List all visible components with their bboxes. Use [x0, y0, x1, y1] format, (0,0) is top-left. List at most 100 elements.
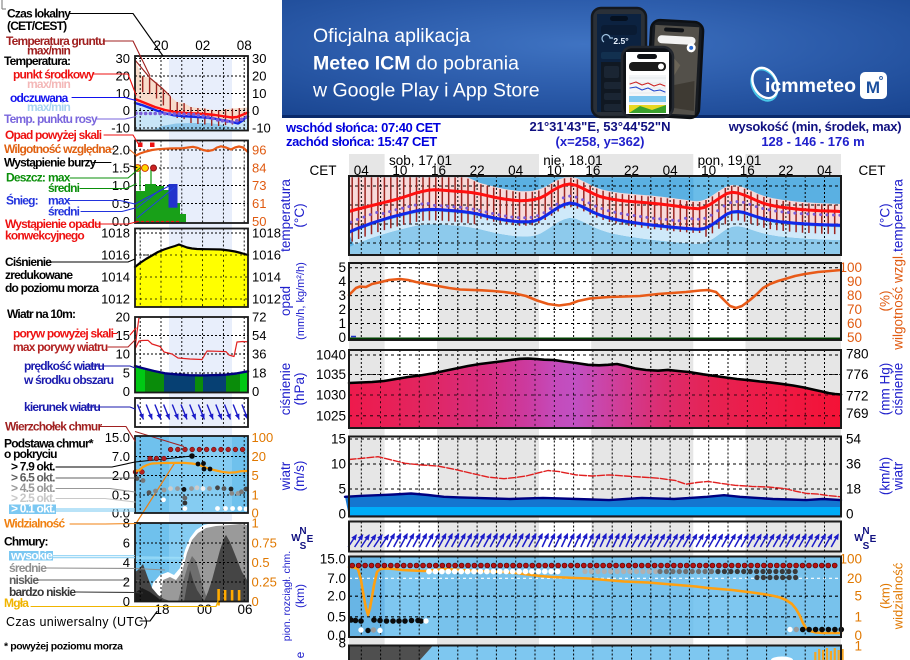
- svg-text:96: 96: [252, 143, 266, 158]
- svg-text:Deszcz:: Deszcz:: [6, 171, 45, 185]
- svg-text:1040: 1040: [316, 348, 346, 363]
- svg-text:ciśnienie: ciśnienie: [891, 363, 906, 416]
- svg-text:w środku obszaru: w środku obszaru: [23, 373, 114, 387]
- svg-text:08: 08: [237, 38, 252, 53]
- svg-text:2: 2: [338, 302, 346, 317]
- svg-text:18: 18: [846, 482, 861, 497]
- svg-text:18: 18: [252, 366, 266, 381]
- svg-text:Temperatura gruntu: Temperatura gruntu: [6, 34, 105, 48]
- svg-text:max/min: max/min: [27, 100, 71, 114]
- svg-text:1: 1: [854, 609, 862, 624]
- svg-text:772: 772: [846, 389, 869, 404]
- svg-text:0: 0: [252, 384, 259, 399]
- svg-text:CET: CET: [859, 163, 886, 178]
- svg-text:100: 100: [839, 260, 862, 275]
- svg-text:0: 0: [252, 103, 259, 118]
- svg-text:2.0: 2.0: [327, 589, 346, 604]
- svg-text:> 0.1 okt.: > 0.1 okt.: [11, 502, 55, 516]
- svg-text:(mm/h, kg/m²/h): (mm/h, kg/m²/h): [295, 262, 307, 340]
- svg-text:04: 04: [354, 163, 370, 178]
- svg-text:max/min: max/min: [27, 44, 71, 58]
- svg-text:(mm Hg): (mm Hg): [878, 363, 893, 416]
- svg-text:konwekcyjnego: konwekcyjnego: [5, 229, 84, 243]
- svg-text:06: 06: [237, 602, 252, 617]
- svg-text:Wiatr na 10m:: Wiatr na 10m:: [7, 307, 75, 321]
- svg-text:90: 90: [847, 274, 862, 289]
- svg-text:1: 1: [854, 639, 862, 654]
- svg-text:769: 769: [846, 406, 869, 421]
- svg-text:3: 3: [338, 288, 346, 303]
- svg-text:80: 80: [847, 288, 862, 303]
- svg-text:1.0: 1.0: [112, 178, 130, 193]
- svg-text:średni: średni: [48, 205, 80, 219]
- svg-text:> 2.5 okt.: > 2.5 okt.: [11, 491, 55, 505]
- svg-text:1: 1: [252, 516, 259, 531]
- svg-text:(m/s): (m/s): [292, 461, 307, 492]
- svg-text:> 7.9 okt.: > 7.9 okt.: [11, 460, 55, 474]
- svg-text:do poziomu morza: do poziomu morza: [5, 281, 99, 295]
- svg-text:5: 5: [338, 482, 346, 497]
- svg-text:16: 16: [740, 163, 755, 178]
- svg-text:1: 1: [338, 316, 346, 331]
- svg-text:opad: opad: [278, 286, 293, 316]
- svg-text:o pokryciu: o pokryciu: [4, 447, 57, 461]
- svg-text:0.0: 0.0: [112, 214, 130, 229]
- svg-text:16: 16: [431, 163, 446, 178]
- svg-text:30: 30: [116, 51, 130, 66]
- svg-text:nie, 18.01: nie, 18.01: [543, 153, 602, 168]
- svg-text:0: 0: [338, 507, 346, 522]
- svg-text:0: 0: [123, 384, 130, 399]
- svg-text:w Google Play i App Store: w Google Play i App Store: [312, 80, 540, 102]
- svg-text:icmmeteo: icmmeteo: [765, 75, 856, 97]
- svg-text:S: S: [863, 541, 870, 552]
- svg-text:0: 0: [338, 330, 346, 345]
- svg-text:5: 5: [252, 468, 259, 483]
- svg-text:4: 4: [123, 555, 130, 570]
- svg-text:E: E: [870, 534, 877, 545]
- svg-text:5: 5: [338, 260, 346, 275]
- svg-text:widzialność: widzialność: [891, 562, 906, 630]
- svg-text:pion. rozciągł. chm.: pion. rozciągł. chm.: [281, 551, 293, 641]
- svg-text:zredukowane: zredukowane: [5, 268, 73, 282]
- svg-text:N: N: [299, 526, 306, 537]
- svg-text:odczuwana: odczuwana: [10, 91, 69, 105]
- svg-text:max: max: [48, 171, 71, 185]
- svg-text:780: 780: [846, 347, 869, 362]
- svg-text:50: 50: [847, 330, 862, 345]
- svg-text:punkt środkowy: punkt środkowy: [13, 68, 95, 82]
- svg-text:Meteo ICM do pobrania: Meteo ICM do pobrania: [313, 53, 519, 75]
- svg-text:7.0: 7.0: [112, 449, 130, 464]
- svg-text:e: e: [293, 651, 307, 658]
- svg-text:1025: 1025: [316, 408, 346, 423]
- svg-text:1035: 1035: [316, 367, 346, 382]
- svg-text:Wystąpienie burzy: Wystąpienie burzy: [4, 156, 97, 170]
- svg-text:02: 02: [195, 38, 210, 53]
- svg-text:pon, 19.01: pon, 19.01: [698, 153, 762, 168]
- svg-text:(km): (km): [293, 584, 307, 608]
- svg-text:1018: 1018: [252, 226, 281, 241]
- svg-text:15: 15: [331, 432, 346, 447]
- svg-text:(CET/CEST): (CET/CEST): [7, 19, 67, 33]
- svg-text:100: 100: [252, 430, 274, 445]
- svg-text:N: N: [862, 526, 869, 537]
- svg-text:zachód słońca: 15:47 CET: zachód słońca: 15:47 CET: [286, 134, 437, 149]
- svg-text:2: 2: [123, 575, 130, 590]
- svg-text:10: 10: [252, 86, 266, 101]
- svg-text:wiatr: wiatr: [891, 461, 906, 491]
- svg-text:Oficjalna aplikacja: Oficjalna aplikacja: [313, 25, 470, 47]
- svg-text:o: o: [879, 75, 883, 82]
- svg-text:ciśnienie: ciśnienie: [278, 363, 293, 416]
- svg-text:128 - 146 - 176 m: 128 - 146 - 176 m: [761, 134, 864, 149]
- svg-text:20: 20: [116, 69, 130, 84]
- svg-text:1018: 1018: [101, 226, 130, 241]
- svg-text:wysokość (min, środek, max): wysokość (min, środek, max): [728, 119, 902, 134]
- svg-text:bardzo niskie: bardzo niskie: [9, 585, 76, 599]
- svg-text:20: 20: [847, 571, 862, 586]
- svg-text:8: 8: [338, 636, 346, 651]
- svg-text:(%): (%): [878, 291, 893, 312]
- svg-text:0.5: 0.5: [252, 555, 270, 570]
- svg-text:22: 22: [470, 163, 485, 178]
- svg-text:max/min: max/min: [27, 77, 71, 91]
- svg-text:max: max: [48, 194, 71, 208]
- svg-text:00: 00: [197, 602, 212, 617]
